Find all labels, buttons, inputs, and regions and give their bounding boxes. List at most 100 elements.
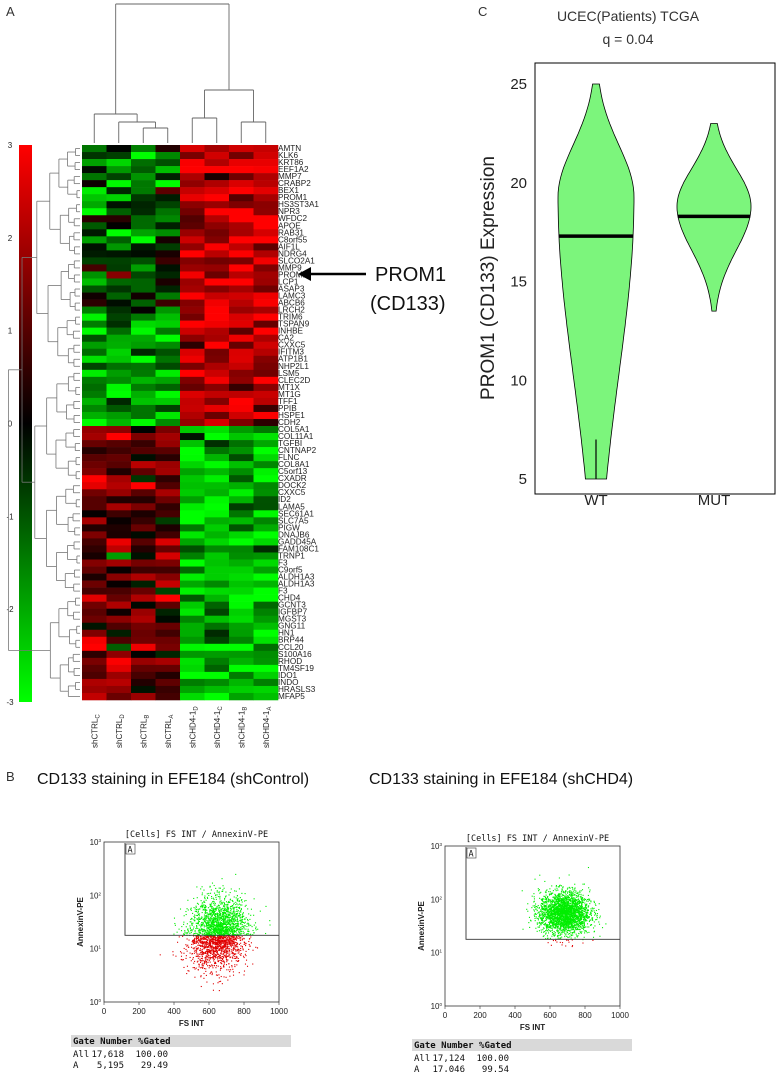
flow-event <box>237 960 239 962</box>
flow-event <box>196 937 198 939</box>
flow-event <box>255 946 257 948</box>
heatmap-cell <box>82 236 107 244</box>
flow-event <box>593 900 595 902</box>
flow-event <box>204 897 206 899</box>
flow-event <box>236 943 238 945</box>
flow-event <box>206 893 208 895</box>
flow-event <box>231 933 233 936</box>
flow-event <box>537 888 539 890</box>
flow-event <box>578 898 580 900</box>
flow-event <box>225 931 227 933</box>
flow-event <box>213 929 215 931</box>
flow-event <box>241 901 243 903</box>
flow-event <box>556 919 558 921</box>
flow-event <box>231 940 233 942</box>
flow-event <box>534 906 537 908</box>
flow-event <box>189 928 191 930</box>
heatmap-cell <box>253 678 279 687</box>
flow-event <box>545 900 548 902</box>
flow-event <box>207 943 209 945</box>
flow-event <box>249 945 251 947</box>
flow-event <box>213 941 215 944</box>
flow-event <box>199 931 201 933</box>
heatmap-cell <box>229 482 254 490</box>
heatmap-cell <box>131 461 156 469</box>
flow-event <box>250 914 252 916</box>
flow-event <box>565 894 567 896</box>
heatmap-cell <box>155 671 181 680</box>
heatmap-cell <box>106 566 132 574</box>
flow-event <box>217 940 219 942</box>
heatmap-cell <box>131 362 156 371</box>
flow-event <box>224 926 226 928</box>
heatmap-cell <box>253 615 279 624</box>
flow-event <box>195 922 197 924</box>
flow-event <box>570 929 573 931</box>
flow-event <box>183 921 185 923</box>
flow-event <box>581 901 583 903</box>
flow-event <box>549 921 551 923</box>
flow-event <box>557 914 559 916</box>
flow-event <box>544 924 546 926</box>
flow-event <box>215 971 217 973</box>
flow-event <box>581 913 583 915</box>
flow-event <box>230 924 232 927</box>
flow-event <box>200 924 202 926</box>
flow-event <box>197 947 199 949</box>
flow-event <box>193 967 195 969</box>
flow-event <box>172 951 174 953</box>
flow-event <box>223 940 225 942</box>
flow-event <box>222 907 224 909</box>
heatmap-cell <box>229 187 254 195</box>
flow-event <box>212 920 214 922</box>
flow-event <box>213 948 215 950</box>
flow-event <box>223 927 225 929</box>
flow-event <box>579 915 581 917</box>
gene-label: ALDH1A3 <box>278 580 315 589</box>
flow-event <box>195 906 197 908</box>
flow-event <box>210 952 212 954</box>
flow-event <box>222 889 224 891</box>
flow-event <box>235 914 237 916</box>
flow-event <box>235 943 238 945</box>
flow-event <box>599 935 601 937</box>
flow-event <box>211 965 213 967</box>
flow-event <box>557 911 559 914</box>
flow-event <box>197 944 199 946</box>
flow-event <box>232 930 234 932</box>
flow-event <box>223 963 225 965</box>
flow-event <box>222 946 224 948</box>
flow-event <box>214 917 216 919</box>
heatmap-cell <box>180 201 205 209</box>
flow-event <box>214 907 217 909</box>
heatmap-cell <box>106 362 132 371</box>
flow-event <box>581 889 584 891</box>
flow-event <box>203 929 205 931</box>
flow-event <box>565 928 567 930</box>
flow-event <box>223 919 225 921</box>
heatmap-cell <box>131 376 156 385</box>
flow-event <box>562 892 564 894</box>
flow-event <box>543 914 545 917</box>
flow-event <box>586 932 588 934</box>
flow-event <box>237 920 239 922</box>
flow-event <box>536 922 538 924</box>
flow-event <box>228 936 230 938</box>
flow-event <box>203 918 205 921</box>
flow-event <box>209 919 211 921</box>
flow-event <box>185 932 187 934</box>
flow-event <box>554 907 556 909</box>
heatmap-cell <box>155 299 181 307</box>
flow-event <box>199 908 201 910</box>
flow-event <box>200 960 203 962</box>
flow-event <box>228 937 230 939</box>
heatmap-cell <box>155 517 181 525</box>
flow-event <box>568 891 570 893</box>
flow-event <box>187 928 189 930</box>
heatmap-cell <box>180 552 205 560</box>
heatmap-cell <box>180 194 205 202</box>
flow-event <box>198 966 200 968</box>
flow-event <box>197 927 199 930</box>
flow-event <box>214 945 217 948</box>
flow-event <box>564 927 566 929</box>
